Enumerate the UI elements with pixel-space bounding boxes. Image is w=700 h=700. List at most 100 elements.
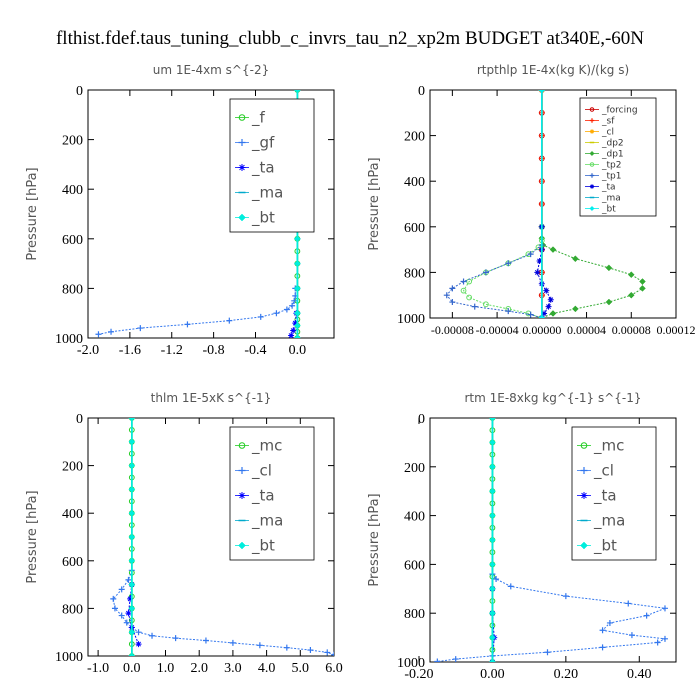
x-tick-label: 0.20 — [554, 667, 579, 682]
x-tick-label: 4.0 — [258, 661, 276, 676]
point-bt — [489, 536, 496, 544]
legend-entry: _tp2 — [601, 161, 621, 171]
point-cl — [452, 656, 459, 662]
point-bt — [294, 90, 301, 94]
point-cl — [307, 647, 314, 654]
legend-entry: _cl — [593, 462, 614, 481]
point-cl — [562, 593, 569, 600]
point-tp2 — [460, 287, 467, 294]
point-dp1 — [627, 271, 635, 279]
point-ta — [127, 595, 134, 602]
legend-entry: _sf — [601, 117, 615, 127]
legend-entry: _ta — [251, 487, 275, 506]
point-tp1 — [460, 278, 467, 285]
panel-1: um 1E-4xm s^{-2} Pressure [hPa] 0 200 400 600… — [25, 63, 335, 358]
legend-entry: _cl — [601, 128, 614, 138]
x-tick-label: -1.2 — [161, 343, 183, 358]
x-tick-label: 5.0 — [292, 661, 310, 676]
y-tick-label: 0 — [76, 84, 83, 99]
y-tick-label: 200 — [404, 461, 425, 476]
point-cl — [544, 649, 551, 656]
point-cl — [135, 629, 142, 636]
point-bt — [489, 634, 496, 641]
point-bt — [489, 439, 496, 446]
legend-entry: _bt — [251, 537, 275, 556]
y-tick-label: 600 — [62, 233, 83, 248]
point-bt — [128, 418, 136, 422]
y-tick-label: 400 — [404, 510, 425, 525]
point-dp1 — [605, 264, 613, 272]
legend-entry: _dp1 — [601, 150, 624, 160]
point-ta — [288, 332, 295, 338]
point-cl — [599, 627, 606, 634]
panel-title: rtm 1E-8xkg kg^{-1} s^{-1} — [464, 391, 641, 405]
panel-title: um 1E-4xm s^{-2} — [153, 63, 269, 77]
y-axis-label: Pressure [hPa] — [25, 167, 40, 260]
panel-4: rtm 1E-8xkg kg^{-1} s^{-1} Pressure [hPa]… — [367, 391, 677, 682]
legend-entry: _cl — [251, 462, 272, 481]
y-axis-label: Pressure [hPa] — [367, 493, 382, 586]
point-gf — [273, 310, 280, 317]
plot-frame — [87, 417, 335, 657]
point-cl — [256, 642, 263, 649]
series-line-tp1 — [446, 226, 543, 318]
y-tick-label: 0 — [418, 412, 425, 427]
x-tick-label: 0.40 — [627, 667, 652, 682]
x-tick-label: -1.6 — [119, 343, 141, 358]
point-bt — [294, 334, 301, 338]
series-line-dp1 — [541, 226, 643, 318]
x-tick-label: 0.00000 — [522, 323, 561, 337]
point-cl — [283, 644, 290, 651]
panel-3: thlm 1E-5xK s^{-1} Pressure [hPa] 0 200 400 6… — [25, 391, 343, 676]
point-cl — [599, 644, 606, 651]
x-tick-label: 0.0 — [123, 661, 141, 676]
point-bt — [294, 260, 301, 267]
point-cl — [661, 635, 668, 642]
point-cl — [172, 635, 179, 642]
point-bt — [538, 90, 546, 94]
panel-title: thlm 1E-5xK s^{-1} — [151, 391, 272, 405]
legend-box — [579, 97, 657, 217]
point-cl — [123, 619, 130, 626]
point-bt — [294, 235, 301, 243]
panel-title: rtpthlp 1E-4x(kg K)/(kg s) — [477, 63, 629, 77]
point-bt — [489, 585, 496, 593]
y-tick-label: 1000 — [55, 650, 83, 665]
point-bt — [128, 557, 136, 565]
point-cl — [493, 576, 500, 583]
y-tick-label: 1000 — [397, 312, 425, 327]
x-tick-label: 0.00 — [480, 667, 505, 682]
point-cl — [324, 649, 331, 656]
legend-entry: _f — [251, 109, 266, 128]
x-tick-label: -0.8 — [203, 343, 225, 358]
point-gf — [108, 328, 115, 335]
point-tp1 — [505, 260, 512, 267]
y-tick-label: 600 — [404, 558, 425, 573]
y-tick-label: 400 — [404, 175, 425, 190]
point-bt — [128, 605, 136, 612]
y-tick-label: 800 — [404, 607, 425, 622]
y-axis-label: Pressure [hPa] — [25, 490, 40, 583]
point-cl — [507, 583, 514, 590]
point-ta — [292, 320, 299, 327]
point-ta — [536, 258, 543, 264]
y-tick-label: 800 — [62, 602, 83, 617]
y-tick-label: 200 — [62, 460, 83, 475]
x-tick-label: 0.00012 — [657, 323, 696, 337]
point-bt — [489, 512, 496, 519]
y-tick-label: 800 — [62, 282, 83, 297]
legend-entry: _forcing — [601, 106, 638, 116]
point-gf — [184, 321, 191, 328]
point-tp2 — [483, 301, 489, 308]
y-tick-label: 1000 — [397, 656, 425, 671]
point-ta — [547, 296, 554, 303]
point-dp1 — [639, 278, 646, 285]
point-bt — [538, 314, 546, 318]
panel-2: rtpthlp 1E-4x(kg K)/(kg s) Pressure [hPa]… — [367, 63, 696, 337]
point-bt — [489, 418, 496, 422]
point-cl — [110, 595, 117, 602]
legend-entry: _ta — [593, 487, 617, 506]
point-cl — [202, 637, 209, 644]
y-tick-label: 200 — [404, 130, 425, 145]
